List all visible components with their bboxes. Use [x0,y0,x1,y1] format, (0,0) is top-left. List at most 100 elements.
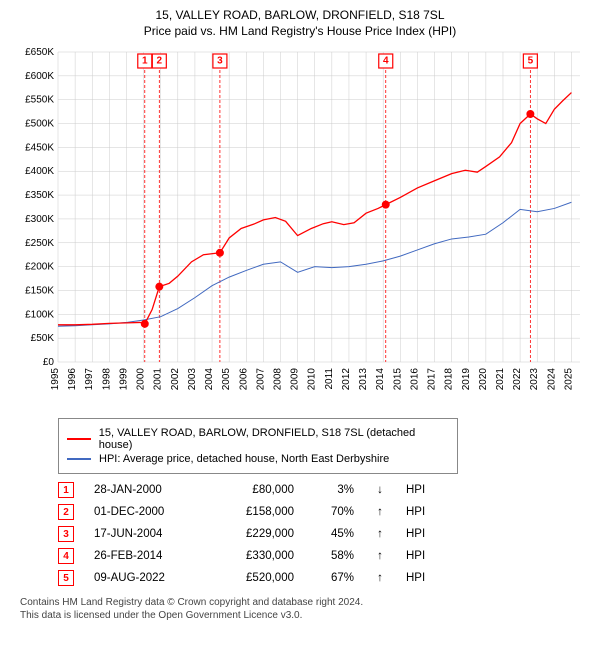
title-line2: Price paid vs. HM Land Registry's House … [10,24,590,38]
arrow-down-icon: ↓ [374,484,386,496]
sale-pct: 67% [314,572,354,584]
legend-row-property: 15, VALLEY ROAD, BARLOW, DRONFIELD, S18 … [67,427,449,451]
sales-row: 1 28-JAN-2000 £80,000 3% ↓ HPI [58,482,590,498]
svg-text:2019: 2019 [461,368,472,391]
svg-text:5: 5 [528,56,534,67]
svg-text:2002: 2002 [170,368,181,391]
sale-date: 01-DEC-2000 [94,506,194,518]
sale-marker: 1 [58,482,74,498]
svg-text:£250K: £250K [25,238,54,249]
svg-text:£200K: £200K [25,262,54,273]
legend-swatch-hpi [67,458,91,460]
chart-area: £0 £50K £100K £150K £200K £250K £300K £350K £400… [10,42,590,412]
sale-marker: 3 [58,526,74,542]
svg-text:2009: 2009 [290,368,301,391]
svg-text:2000: 2000 [136,368,147,391]
sale-price: £330,000 [214,550,294,562]
arrow-up-icon: ↑ [374,550,386,562]
sales-row: 4 26-FEB-2014 £330,000 58% ↑ HPI [58,548,590,564]
sales-row: 317-JUN-2004£229,00045%↑HPI [58,526,590,542]
sales-row: 2 01-DEC-2000 £158,000 70% ↑ HPI [58,504,590,520]
chart-container: 15, VALLEY ROAD, BARLOW, DRONFIELD, S18 … [0,0,600,650]
svg-text:2024: 2024 [546,368,557,391]
sale-hpi-label: HPI [406,572,436,584]
svg-text:£600K: £600K [25,71,54,82]
svg-text:2014: 2014 [375,368,386,391]
svg-text:£650K: £650K [25,47,54,58]
arrow-up-icon: ↑ [374,572,386,584]
svg-text:1: 1 [142,56,148,67]
svg-text:2: 2 [157,56,163,67]
svg-text:3: 3 [217,56,223,67]
svg-text:2012: 2012 [341,368,352,391]
legend-label-hpi: HPI: Average price, detached house, Nort… [99,453,389,465]
sale-pct: 70% [314,506,354,518]
svg-text:£450K: £450K [25,142,54,153]
sale-marker: 2 [58,504,74,520]
sale-price: £80,000 [214,484,294,496]
svg-text:2025: 2025 [563,368,574,391]
footer: Contains HM Land Registry data © Crown c… [20,596,590,622]
sale-date: 17-JUN-2004 [94,528,194,540]
sale-marker: 4 [58,548,74,564]
svg-text:£400K: £400K [25,166,54,177]
svg-text:1997: 1997 [84,368,95,391]
footer-line2: This data is licensed under the Open Gov… [20,609,590,622]
svg-text:2020: 2020 [478,368,489,391]
svg-text:2015: 2015 [392,368,403,391]
svg-text:£350K: £350K [25,190,54,201]
sale-price: £520,000 [214,572,294,584]
sale-date: 26-FEB-2014 [94,550,194,562]
sale-pct: 58% [314,550,354,562]
sale-pct: 45% [314,528,354,540]
svg-text:4: 4 [383,56,389,67]
sale-date: 28-JAN-2000 [94,484,194,496]
svg-text:2005: 2005 [221,368,232,391]
sales-table: 1 28-JAN-2000 £80,000 3% ↓ HPI 2 01-DEC-2000 £15… [58,482,590,586]
footer-line1: Contains HM Land Registry data © Crown c… [20,596,590,609]
legend: 15, VALLEY ROAD, BARLOW, DRONFIELD, S18 … [58,418,458,474]
price-chart: £0 £50K £100K £150K £200K £250K £300K £350K £400… [10,42,590,412]
sale-hpi-label: HPI [406,484,436,496]
svg-text:£0: £0 [43,357,55,368]
svg-text:£500K: £500K [25,119,54,130]
svg-text:2018: 2018 [444,368,455,391]
sale-hpi-label: HPI [406,528,436,540]
svg-text:£550K: £550K [25,95,54,106]
svg-text:£50K: £50K [31,333,55,344]
svg-text:£100K: £100K [25,309,54,320]
svg-text:2017: 2017 [427,368,438,391]
svg-text:2013: 2013 [358,368,369,391]
svg-text:1999: 1999 [118,368,129,391]
svg-text:1998: 1998 [101,368,112,391]
title-line1: 15, VALLEY ROAD, BARLOW, DRONFIELD, S18 … [10,8,590,22]
svg-text:£300K: £300K [25,214,54,225]
sale-price: £158,000 [214,506,294,518]
svg-text:2008: 2008 [272,368,283,391]
sale-hpi-label: HPI [406,506,436,518]
legend-swatch-property [67,438,91,440]
svg-text:2010: 2010 [307,368,318,391]
title-block: 15, VALLEY ROAD, BARLOW, DRONFIELD, S18 … [10,8,590,38]
sale-marker: 5 [58,570,74,586]
svg-text:£150K: £150K [25,285,54,296]
sales-row: 5 09-AUG-2022 £520,000 67% ↑ HPI [58,570,590,586]
svg-text:1995: 1995 [50,368,61,391]
legend-label-property: 15, VALLEY ROAD, BARLOW, DRONFIELD, S18 … [99,427,449,451]
svg-text:2003: 2003 [187,368,198,391]
svg-text:1996: 1996 [67,368,78,391]
sale-hpi-label: HPI [406,550,436,562]
svg-text:2016: 2016 [409,368,420,391]
svg-text:2011: 2011 [324,368,335,390]
svg-text:2004: 2004 [204,368,215,391]
svg-text:2001: 2001 [153,368,164,391]
sale-pct: 3% [314,484,354,496]
svg-text:2006: 2006 [238,368,249,391]
svg-text:2021: 2021 [495,368,506,391]
arrow-up-icon: ↑ [374,506,386,518]
svg-text:2007: 2007 [255,368,266,391]
sale-date: 09-AUG-2022 [94,572,194,584]
svg-text:2023: 2023 [529,368,540,391]
sale-price: £229,000 [214,528,294,540]
legend-row-hpi: HPI: Average price, detached house, Nort… [67,453,449,465]
